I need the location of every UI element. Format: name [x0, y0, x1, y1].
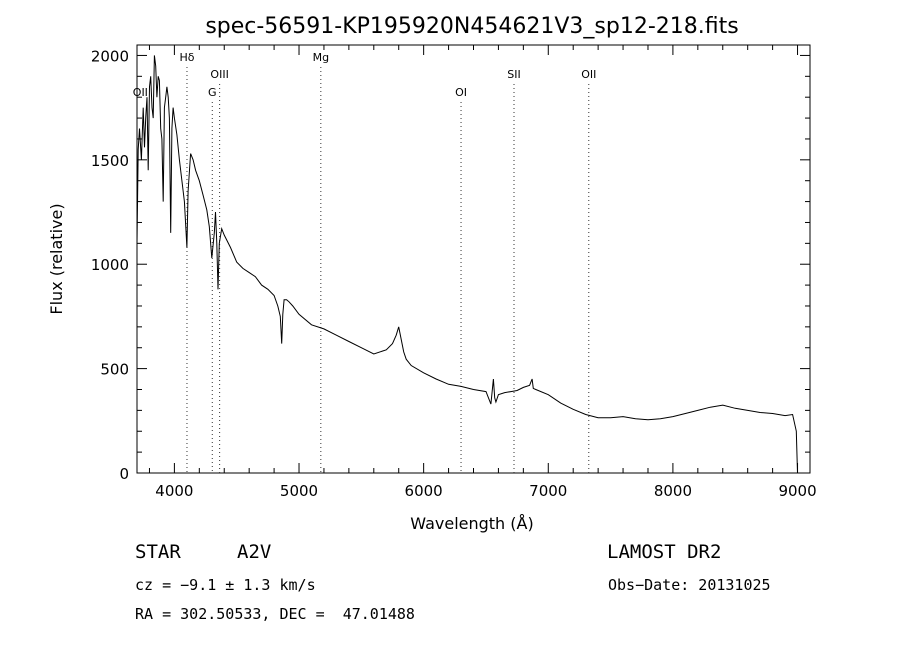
- spectral-line-label: G: [208, 86, 217, 99]
- observation-date: Obs−Date: 20131025: [608, 576, 771, 594]
- spectral-line-label: Mg: [313, 51, 329, 64]
- x-axis-label: Wavelength (Å): [410, 514, 533, 533]
- spectral-line-label: OI: [455, 86, 467, 99]
- y-tick-label: 0: [119, 465, 129, 483]
- spectral-line-label: OII: [581, 68, 596, 81]
- y-axis-label: Flux (relative): [47, 203, 66, 314]
- spectral-line-label: Hδ: [179, 51, 194, 64]
- x-tick-label: 5000: [280, 482, 318, 500]
- redshift-velocity: cz = −9.1 ± 1.3 km/s: [135, 576, 316, 594]
- x-tick-label: 6000: [405, 482, 443, 500]
- x-tick-label: 7000: [529, 482, 567, 500]
- x-tick-label: 8000: [654, 482, 692, 500]
- y-tick-label: 1000: [91, 256, 129, 274]
- object-class: STAR: [135, 541, 181, 563]
- spectrum-series-line: [136, 55, 798, 474]
- y-tick-label: 2000: [91, 47, 129, 65]
- spectral-line-markers: OII Hδ OIII G Mg OI OII SII: [133, 51, 596, 473]
- x-tick-label: 4000: [155, 482, 193, 500]
- coordinates: RA = 302.50533, DEC = 47.01488: [135, 605, 415, 623]
- spectral-line-label: OIII: [210, 68, 228, 81]
- survey-name: LAMOST DR2: [607, 541, 722, 563]
- object-subclass: A2V: [237, 541, 272, 563]
- spectral-line-label: SII: [507, 68, 520, 81]
- spectral-line-label: OII: [133, 86, 148, 99]
- chart-title: spec-56591-KP195920N454621V3_sp12-218.fi…: [205, 14, 738, 39]
- axis-ticks: 4000 5000 6000 7000 8000 9000 0 500 1000 1500 2000: [91, 45, 817, 500]
- y-tick-label: 500: [100, 361, 129, 379]
- plot-frame: [136, 44, 811, 474]
- x-tick-label: 9000: [778, 482, 816, 500]
- y-tick-label: 1500: [91, 152, 129, 170]
